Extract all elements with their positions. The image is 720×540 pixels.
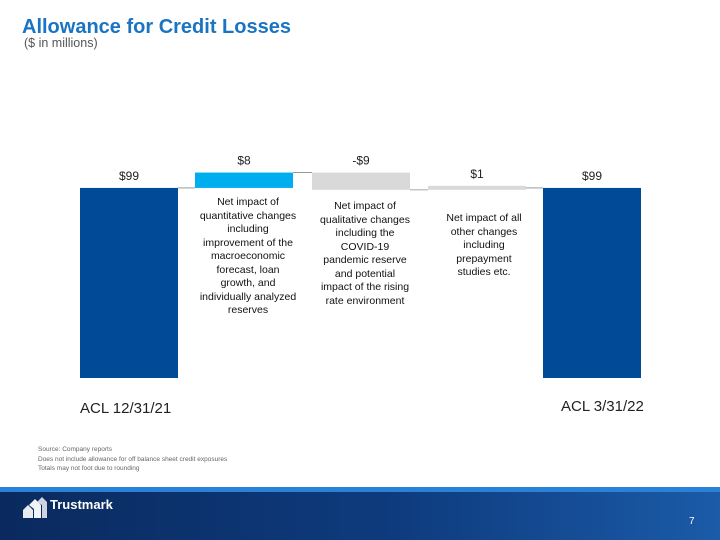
data-label-2: -$9	[352, 154, 370, 168]
footnotes: Source: Company reports Does not include…	[38, 445, 227, 474]
waterfall-chart: $99 $8 -$9 $1 $99	[80, 154, 641, 378]
footer-stripe	[0, 487, 720, 492]
footnote-rounding: Totals may not foot due to rounding	[38, 465, 140, 472]
bar-2	[312, 172, 410, 190]
bar-0	[80, 187, 178, 378]
trustmark-logo-icon	[23, 497, 47, 518]
footer-bar	[0, 487, 720, 540]
annotation-quantitative: Net impact of quantitative changes inclu…	[199, 196, 297, 316]
data-label-1: $8	[237, 154, 251, 168]
data-label-4: $99	[582, 169, 602, 183]
x-label-acl-12-31-21: ACL 12/31/21	[80, 400, 172, 417]
bar-1	[195, 172, 293, 188]
annotation-other-changes: Net impact of all other changes includin…	[446, 212, 522, 278]
bar-4	[543, 187, 641, 378]
data-label-0: $99	[119, 169, 139, 183]
footnote-source: Source: Company reports	[38, 446, 113, 453]
x-label-acl-3-31-22: ACL 3/31/22	[561, 398, 644, 415]
footnote-off-balance: Does not include allowance for off balan…	[38, 455, 228, 463]
page-title: Allowance for Credit Losses	[22, 16, 291, 38]
page-subtitle: ($ in millions)	[24, 36, 98, 50]
bar-3	[428, 185, 526, 190]
page-number: 7	[689, 516, 695, 527]
data-label-3: $1	[470, 167, 484, 181]
annotation-qualitative: Net impact of qualitative changes includ…	[320, 200, 410, 307]
brand-name: Trustmark	[50, 497, 113, 512]
